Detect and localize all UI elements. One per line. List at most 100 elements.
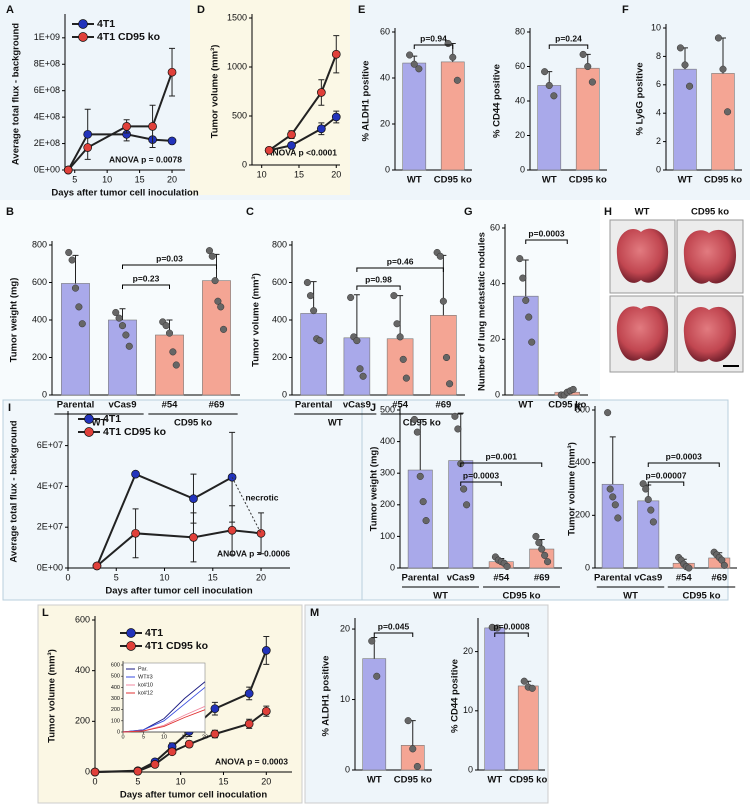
background — [190, 0, 350, 195]
lung — [683, 306, 737, 362]
lung — [683, 229, 737, 284]
data-point — [544, 558, 552, 566]
y-tick-label: 0 — [585, 562, 590, 572]
group-label: WT — [92, 418, 107, 429]
bar — [673, 68, 697, 171]
data-point — [685, 564, 693, 572]
x-tick-label: #69 — [435, 400, 451, 411]
legend-marker — [78, 32, 88, 42]
data-point — [644, 495, 652, 504]
group-label: CD95 ko — [174, 418, 212, 429]
y-tick-label: 4 — [656, 108, 661, 118]
significance-bracket — [356, 285, 401, 290]
x-tick-label: WT — [542, 175, 557, 186]
data-point — [446, 380, 454, 388]
point — [261, 706, 271, 716]
y-tick-label: 60 — [515, 61, 525, 71]
panel-letter: E — [358, 4, 365, 16]
y-tick-label: 10 — [651, 22, 661, 32]
panel-letter: J — [370, 402, 376, 414]
error-bar — [353, 294, 360, 338]
y-tick-label: 0 — [85, 766, 90, 776]
panel-letter: G — [464, 206, 473, 218]
y-axis-label: % Ly6G positive — [635, 62, 646, 135]
significance-bracket — [494, 632, 529, 637]
p-value: p=0.94 — [420, 33, 447, 43]
data-point — [356, 365, 364, 373]
point — [90, 767, 100, 777]
y-tick-label: 100 — [111, 718, 120, 724]
data-point — [410, 415, 418, 424]
y-tick-label: 0 — [242, 159, 247, 169]
data-point — [604, 409, 612, 417]
point — [244, 719, 254, 729]
data-point — [532, 532, 540, 540]
point — [83, 143, 93, 152]
series-line — [122, 709, 206, 733]
group-label: WT — [623, 591, 638, 602]
point — [244, 689, 254, 698]
y-tick-label: 20 — [340, 623, 350, 633]
y-tick-label: 600 — [575, 404, 590, 414]
legend-marker — [126, 641, 136, 651]
data-point — [538, 545, 546, 553]
data-point — [519, 274, 527, 282]
data-point — [584, 62, 592, 71]
data-point — [724, 108, 732, 116]
group-label: WT — [328, 418, 343, 429]
point — [189, 533, 198, 542]
data-point — [609, 493, 617, 501]
point — [261, 646, 271, 655]
x-tick-label: #69 — [711, 573, 727, 584]
x-tick-label: #54 — [493, 573, 510, 584]
y-tick-label: 0 — [390, 562, 395, 572]
significance-bracket — [122, 284, 170, 289]
p-value: p=0.03 — [156, 253, 183, 263]
x-tick-label: 20 — [261, 776, 271, 786]
x-tick-label: 10 — [160, 572, 170, 582]
data-point — [125, 342, 133, 350]
y-axis-label: % ALDH1 positive — [321, 656, 332, 737]
data-point — [68, 256, 76, 264]
point — [133, 766, 143, 776]
y-axis-label: Tumor volume (mm³) — [251, 273, 262, 367]
y-tick-label: 2 — [656, 136, 661, 146]
data-point — [409, 745, 417, 753]
panel-letter: B — [6, 206, 14, 218]
x-tick-label: CD95 ko — [434, 175, 472, 186]
data-point — [569, 385, 577, 393]
x-tick-label: 10 — [161, 734, 167, 740]
data-point — [606, 485, 614, 493]
panel-letter: A — [6, 4, 14, 16]
data-point — [516, 255, 524, 263]
legend-label: 4T1 — [97, 18, 115, 30]
point — [264, 145, 274, 155]
x-tick-label: vCas9 — [447, 573, 475, 584]
y-tick-label: 20 — [490, 334, 500, 344]
legend-label: 4T1 — [103, 413, 121, 425]
series-line — [268, 53, 338, 152]
data-point — [71, 284, 80, 292]
x-tick-label: Parental — [402, 573, 440, 584]
y-tick-label: 40 — [490, 278, 500, 288]
point — [148, 122, 157, 131]
y-tick-label: 100 — [380, 531, 395, 541]
point — [131, 469, 140, 479]
data-point — [205, 247, 213, 255]
data-point — [520, 677, 528, 685]
y-tick-label: 800 — [272, 239, 287, 249]
data-point — [454, 425, 462, 433]
y-axis-label: Number of lung metastatic nodules — [477, 232, 488, 391]
y-axis-label: % CD44 positive — [450, 659, 461, 733]
x-tick-label: 20 — [202, 734, 208, 740]
data-point — [211, 277, 219, 285]
error-bar — [397, 295, 404, 339]
y-axis-label: Tumor weight (mg) — [9, 278, 20, 363]
x-tick-label: 0 — [65, 572, 70, 582]
x-tick-label: 15 — [135, 174, 145, 184]
data-point — [169, 348, 177, 356]
y-tick-label: 200 — [111, 707, 120, 713]
x-tick-label: 0 — [121, 734, 124, 740]
y-tick-label: 0E+00 — [34, 164, 60, 174]
